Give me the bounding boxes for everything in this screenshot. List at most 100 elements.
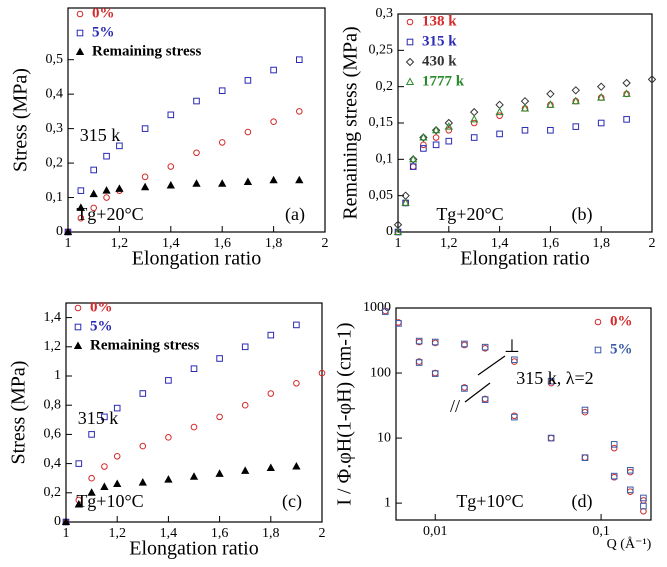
data-point bbox=[546, 89, 555, 99]
x-tick-label: 1,6 bbox=[213, 236, 231, 251]
data-point bbox=[113, 404, 121, 412]
annotation: (d) bbox=[572, 491, 593, 512]
data-point bbox=[244, 128, 252, 136]
data-point bbox=[244, 77, 252, 84]
arrow bbox=[464, 382, 491, 403]
annotation: (c) bbox=[282, 491, 302, 512]
data-point bbox=[243, 177, 253, 186]
plot-frame bbox=[395, 307, 652, 521]
x-tick-label: 0,1 bbox=[592, 524, 610, 539]
data-point bbox=[101, 463, 108, 470]
data-point bbox=[647, 75, 657, 84]
y-tick-label: 0,6 bbox=[44, 427, 62, 442]
data-point bbox=[419, 132, 428, 141]
data-point bbox=[444, 118, 454, 128]
data-point bbox=[626, 486, 634, 494]
x-axis-label: Elongation ratio bbox=[129, 538, 258, 560]
data-point bbox=[88, 431, 95, 438]
y-tick-label: 0 bbox=[386, 224, 393, 239]
y-tick-label: 0,15 bbox=[369, 115, 394, 130]
data-point bbox=[445, 126, 453, 134]
x-tick-label: 1,4 bbox=[162, 236, 180, 251]
y-tick-label: 0 bbox=[54, 514, 61, 529]
legend-marker bbox=[594, 318, 602, 326]
data-point bbox=[626, 468, 634, 476]
data-point bbox=[469, 107, 479, 117]
data-point bbox=[113, 479, 122, 488]
data-point bbox=[626, 466, 634, 474]
data-point bbox=[116, 142, 123, 150]
data-point bbox=[581, 406, 589, 414]
data-point bbox=[193, 149, 200, 157]
y-tick-label: 100 bbox=[370, 365, 391, 380]
data-point bbox=[496, 112, 503, 120]
data-point bbox=[409, 154, 418, 163]
y-tick-label: 1,2 bbox=[44, 339, 62, 354]
data-point bbox=[511, 358, 518, 365]
legend-marker bbox=[73, 341, 83, 349]
x-tick-label: 1,8 bbox=[265, 236, 283, 251]
annotation: // bbox=[450, 396, 460, 416]
data-point bbox=[270, 66, 277, 74]
y-tick-label: 10 bbox=[377, 430, 391, 445]
data-point bbox=[623, 116, 630, 123]
data-point bbox=[138, 478, 147, 486]
data-point bbox=[77, 187, 85, 194]
annotation: Tg+10°C bbox=[456, 491, 523, 511]
data-point bbox=[218, 179, 227, 187]
data-point bbox=[318, 369, 326, 377]
data-point bbox=[292, 461, 301, 470]
data-point bbox=[431, 370, 439, 377]
data-point bbox=[597, 93, 606, 101]
data-point bbox=[393, 227, 403, 235]
y-tick-label: 0,2 bbox=[376, 79, 394, 94]
data-point bbox=[640, 494, 647, 502]
data-point bbox=[572, 123, 580, 130]
x-tick-label: 2 bbox=[649, 236, 656, 251]
y-tick-label: 0,05 bbox=[369, 188, 394, 203]
legend-label: 430 k bbox=[422, 53, 457, 69]
annotation: 315 k, λ=2 bbox=[516, 368, 593, 388]
legend-label: 5% bbox=[92, 24, 115, 40]
legend-marker bbox=[406, 38, 414, 46]
data-point bbox=[432, 141, 440, 149]
data-point bbox=[415, 359, 423, 366]
y-tick-label: 0,1 bbox=[46, 190, 64, 205]
data-point bbox=[581, 454, 589, 461]
data-point bbox=[167, 111, 175, 119]
y-tick-label: 0,8 bbox=[44, 397, 62, 412]
data-point bbox=[409, 163, 417, 170]
data-point bbox=[141, 173, 149, 181]
annotation: Tg+20°C bbox=[436, 204, 503, 224]
data-point bbox=[215, 469, 224, 477]
data-point bbox=[166, 180, 175, 189]
data-point bbox=[431, 126, 441, 135]
data-point bbox=[596, 82, 606, 91]
data-point bbox=[74, 499, 83, 508]
y-axis-label: Stress (MPa) bbox=[10, 68, 32, 172]
x-tick-label: 1 bbox=[63, 526, 70, 541]
data-point bbox=[419, 133, 428, 142]
y-tick-label: 1000 bbox=[363, 300, 391, 315]
data-point bbox=[164, 475, 173, 483]
y-tick-label: 0,3 bbox=[376, 6, 394, 21]
data-point bbox=[241, 401, 249, 409]
legend-marker bbox=[76, 29, 84, 37]
y-tick-label: 0,4 bbox=[46, 86, 64, 101]
legend-marker bbox=[405, 77, 415, 85]
data-point bbox=[267, 390, 275, 397]
x-tick-label: 1,2 bbox=[111, 236, 129, 251]
legend-marker bbox=[405, 57, 415, 67]
data-point bbox=[521, 126, 529, 134]
legend-label: 5% bbox=[610, 341, 633, 357]
data-point bbox=[103, 152, 110, 160]
data-point bbox=[216, 355, 223, 362]
x-tick-label: 1,8 bbox=[262, 526, 280, 541]
data-point bbox=[571, 86, 581, 95]
data-point bbox=[139, 442, 147, 450]
data-point bbox=[409, 163, 417, 170]
data-point bbox=[63, 227, 73, 235]
legend-label: 315 k bbox=[422, 33, 457, 49]
data-point bbox=[420, 145, 427, 152]
data-point bbox=[431, 338, 439, 346]
